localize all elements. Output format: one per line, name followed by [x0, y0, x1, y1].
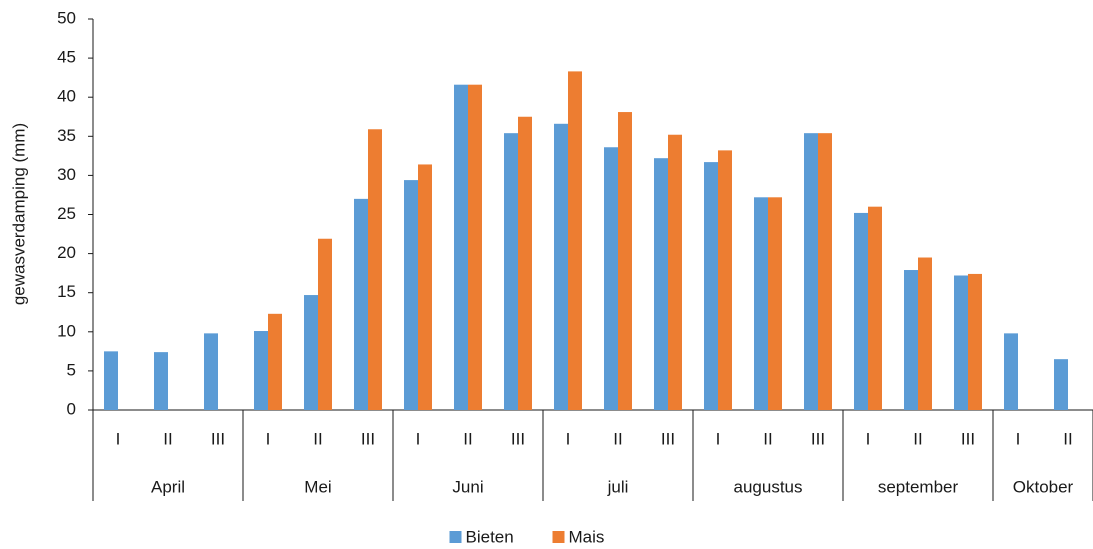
- x-tick-label: III: [511, 429, 525, 448]
- y-tick-label: 15: [57, 282, 76, 301]
- y-tick-label: 25: [57, 204, 76, 223]
- bar: [354, 198, 368, 410]
- x-tick-label: II: [913, 429, 922, 448]
- group-label: Oktober: [1013, 477, 1074, 496]
- x-tick-label: III: [211, 429, 225, 448]
- y-tick-label: 45: [57, 48, 76, 67]
- bar: [604, 147, 618, 411]
- bar: [504, 133, 518, 410]
- y-tick-label: 40: [57, 87, 76, 106]
- bar: [404, 180, 418, 410]
- bar: [368, 129, 382, 410]
- y-tick-label: 5: [67, 360, 76, 379]
- bar: [518, 116, 532, 410]
- group-label: Juni: [452, 477, 483, 496]
- x-tick-label: III: [361, 429, 375, 448]
- bar: [768, 197, 782, 410]
- y-tick-label: 20: [57, 243, 76, 262]
- bar: [418, 164, 432, 410]
- group-label: Mei: [304, 477, 331, 496]
- bar: [304, 295, 318, 410]
- bar: [318, 238, 332, 410]
- bar: [818, 133, 832, 410]
- bar: [104, 351, 118, 410]
- legend-label: Mais: [569, 527, 605, 546]
- bar: [868, 206, 882, 410]
- bar: [154, 352, 168, 410]
- bar: [854, 212, 868, 410]
- y-tick-label: 50: [57, 8, 76, 27]
- bar: [754, 197, 768, 410]
- x-tick-label: II: [163, 429, 172, 448]
- x-tick-label: III: [961, 429, 975, 448]
- legend-swatch: [552, 531, 565, 543]
- bar: [918, 257, 932, 410]
- x-tick-label: II: [463, 429, 472, 448]
- bar: [804, 133, 818, 410]
- bar: [968, 273, 982, 410]
- x-tick-label: III: [811, 429, 825, 448]
- x-tick-label: II: [1063, 429, 1072, 448]
- y-tick-label: 0: [67, 399, 76, 418]
- x-tick-label: I: [716, 429, 721, 448]
- bar: [668, 134, 682, 410]
- group-label: April: [151, 477, 185, 496]
- bar: [468, 84, 482, 411]
- x-tick-label: II: [763, 429, 772, 448]
- x-tick-label: II: [313, 429, 322, 448]
- bar: [554, 123, 568, 411]
- bar: [704, 162, 718, 410]
- y-tick-label: 30: [57, 165, 76, 184]
- bar: [568, 71, 582, 411]
- legend-label: Bieten: [466, 527, 514, 546]
- bar: [454, 84, 468, 411]
- x-tick-label: III: [661, 429, 675, 448]
- bar: [268, 313, 282, 410]
- bar: [718, 150, 732, 410]
- group-label: september: [878, 477, 959, 496]
- x-tick-label: I: [116, 429, 121, 448]
- bar: [904, 270, 918, 410]
- bar: [654, 158, 668, 410]
- legend-swatch: [449, 531, 462, 543]
- x-tick-label: II: [613, 429, 622, 448]
- bar: [1004, 333, 1018, 410]
- x-tick-label: I: [416, 429, 421, 448]
- y-axis-title: gewasverdamping (mm): [9, 123, 28, 305]
- group-label: juli: [607, 477, 629, 496]
- x-tick-label: I: [566, 429, 571, 448]
- x-tick-label: I: [266, 429, 271, 448]
- y-tick-label: 10: [57, 321, 76, 340]
- bar: [254, 331, 268, 410]
- bar: [1054, 359, 1068, 410]
- y-tick-label: 35: [57, 126, 76, 145]
- bar: [954, 275, 968, 410]
- bar: [618, 112, 632, 411]
- group-label: augustus: [734, 477, 803, 496]
- x-tick-label: I: [1016, 429, 1021, 448]
- x-tick-label: I: [866, 429, 871, 448]
- bar: [204, 333, 218, 410]
